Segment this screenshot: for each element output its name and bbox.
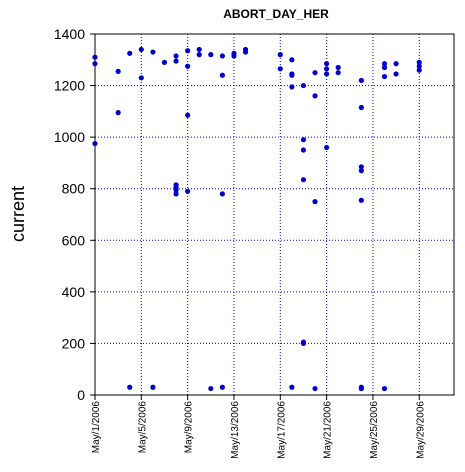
chart-title: ABORT_DAY_HER (223, 7, 329, 21)
data-point (161, 59, 168, 65)
data-point (416, 59, 422, 65)
data-point (324, 66, 330, 72)
data-point (173, 182, 179, 188)
data-point (381, 385, 388, 392)
data-point (312, 385, 318, 392)
data-point (173, 191, 179, 197)
data-point (381, 64, 388, 71)
data-point (196, 46, 202, 53)
data-point (289, 384, 295, 390)
data-point (277, 52, 283, 58)
data-point (150, 49, 156, 55)
data-point (138, 46, 144, 53)
data-point (92, 54, 98, 60)
data-point (358, 164, 364, 170)
data-point (138, 75, 144, 81)
data-points (92, 46, 422, 392)
data-point (381, 61, 388, 67)
x-tick-label: May/13/2006 (230, 401, 241, 459)
data-point (289, 71, 295, 77)
data-point (92, 61, 98, 67)
data-point (393, 71, 399, 77)
data-point (219, 72, 225, 78)
data-point (358, 384, 364, 390)
grid (94, 34, 454, 395)
data-point (416, 63, 422, 69)
x-tick-label: May/21/2006 (323, 401, 334, 459)
data-point (127, 384, 133, 390)
data-point (127, 50, 133, 56)
data-point (173, 53, 179, 59)
y-axis-label: current (8, 186, 28, 242)
data-point (242, 46, 249, 53)
data-point (358, 168, 364, 174)
data-point (208, 52, 214, 58)
data-point (300, 339, 307, 345)
data-point (208, 385, 214, 392)
data-point (416, 67, 422, 73)
axis-ticks (90, 33, 420, 400)
data-point (312, 70, 318, 76)
data-point (300, 147, 307, 153)
data-point (115, 68, 121, 74)
data-point (219, 53, 225, 59)
data-point (300, 137, 307, 143)
y-tick-label: 800 (62, 181, 86, 197)
data-point (219, 384, 225, 390)
y-tick-label: 1400 (54, 26, 85, 42)
data-point (173, 58, 179, 64)
data-point (324, 71, 330, 77)
y-tick-label: 1000 (54, 129, 85, 145)
data-point (393, 61, 399, 67)
x-tick-labels: May/1/2006 May/5/2006 May/9/2006 May/13/200… (91, 401, 426, 459)
data-point (277, 66, 283, 72)
x-tick-label: May/9/2006 (184, 401, 195, 454)
data-point (150, 384, 156, 390)
data-point (115, 110, 121, 116)
data-point (300, 177, 307, 183)
data-point (185, 188, 191, 194)
data-point (289, 84, 295, 90)
data-point (185, 63, 191, 69)
data-point (358, 104, 364, 111)
data-point (324, 61, 330, 67)
data-point (196, 52, 202, 58)
data-point (92, 140, 98, 147)
data-point (312, 93, 318, 99)
y-tick-label: 1200 (54, 78, 85, 94)
y-tick-label: 600 (62, 232, 86, 248)
data-point (335, 70, 341, 76)
y-tick-label: 0 (77, 387, 85, 403)
data-point (381, 73, 388, 80)
x-tick-label: May/25/2006 (369, 401, 380, 459)
y-tick-label: 200 (62, 335, 86, 351)
x-tick-label: May/17/2006 (276, 401, 287, 459)
data-point (185, 48, 191, 54)
data-point (300, 82, 307, 89)
y-tick-labels: 0 200 400 600 800 1000 1200 1400 (54, 26, 85, 403)
plot-frame (94, 33, 455, 396)
data-point (312, 199, 318, 205)
data-point (185, 112, 191, 118)
data-point (289, 57, 295, 63)
x-tick-label: May/29/2006 (415, 401, 426, 459)
data-point (335, 64, 341, 71)
x-tick-label: May/5/2006 (137, 401, 148, 454)
x-tick-label: May/1/2006 (91, 401, 102, 454)
data-point (324, 144, 330, 151)
data-point (231, 50, 237, 56)
y-tick-label: 400 (62, 284, 86, 300)
data-point (358, 77, 364, 84)
data-point (219, 191, 225, 197)
data-point (358, 197, 364, 203)
